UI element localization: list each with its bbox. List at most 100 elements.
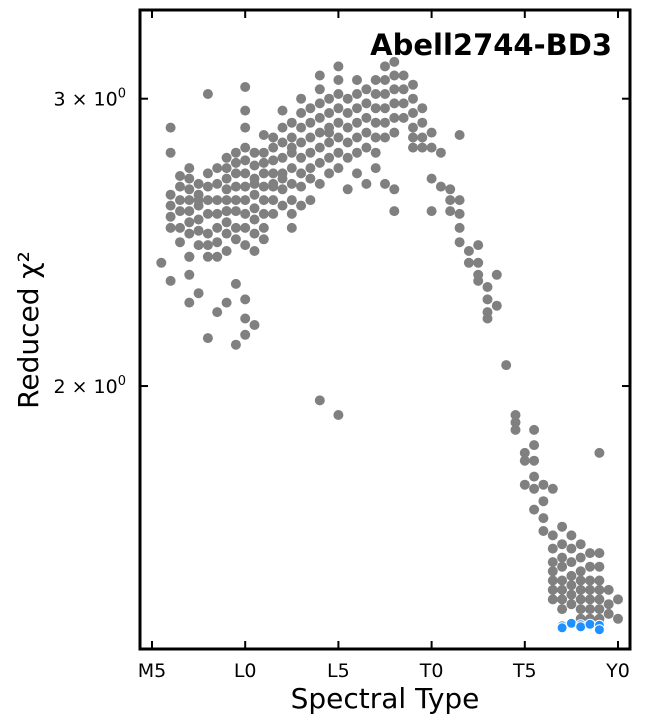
data-point-7 bbox=[165, 275, 176, 286]
data-point-232 bbox=[445, 184, 456, 195]
plot-frame bbox=[138, 8, 632, 651]
data-point-291 bbox=[575, 552, 586, 563]
data-point-116 bbox=[277, 137, 288, 148]
data-point-285 bbox=[566, 557, 577, 568]
data-point-161 bbox=[333, 132, 344, 143]
data-point-221 bbox=[417, 117, 428, 128]
data-point-287 bbox=[566, 580, 577, 591]
data-point-30 bbox=[193, 178, 204, 189]
data-point-260 bbox=[529, 471, 540, 482]
data-point-288 bbox=[566, 589, 577, 600]
data-point-10 bbox=[175, 206, 185, 217]
data-point-190 bbox=[370, 103, 381, 114]
data-point-263 bbox=[538, 479, 549, 490]
data-point-124 bbox=[286, 132, 297, 143]
data-point-86 bbox=[249, 214, 260, 225]
data-point-271 bbox=[547, 575, 558, 586]
y-tick-label-0: 2 × 100 bbox=[53, 374, 126, 398]
data-point-235 bbox=[454, 195, 465, 206]
data-point-296 bbox=[575, 604, 586, 615]
data-point-38 bbox=[202, 168, 213, 179]
data-point-98 bbox=[258, 181, 269, 192]
data-point-125 bbox=[286, 117, 297, 128]
data-point-83 bbox=[240, 313, 251, 324]
data-point-276 bbox=[557, 539, 568, 550]
data-point-131 bbox=[296, 137, 307, 148]
data-point-50 bbox=[221, 228, 232, 239]
data-point-213 bbox=[398, 70, 409, 81]
data-point-170 bbox=[342, 122, 353, 133]
data-point-301 bbox=[585, 584, 595, 595]
data-point-167 bbox=[333, 163, 344, 174]
data-point-143 bbox=[305, 173, 316, 184]
data-point-44 bbox=[212, 208, 223, 219]
data-point-220 bbox=[417, 132, 428, 143]
data-point-153 bbox=[324, 152, 335, 163]
data-point-183 bbox=[361, 112, 372, 123]
data-point-199 bbox=[380, 61, 390, 72]
data-point-144 bbox=[314, 157, 325, 168]
data-point-268 bbox=[547, 543, 558, 554]
data-point-20 bbox=[184, 173, 195, 184]
x-tick-label-0: M5 bbox=[138, 660, 166, 682]
data-point-69 bbox=[230, 278, 241, 289]
data-point-309 bbox=[594, 594, 605, 605]
data-point-248 bbox=[491, 269, 502, 280]
data-point-142 bbox=[305, 195, 316, 206]
data-point-179 bbox=[352, 75, 362, 85]
data-point-257 bbox=[529, 424, 540, 435]
data-point-55 bbox=[221, 173, 232, 184]
data-point-71 bbox=[240, 240, 251, 251]
data-point-283 bbox=[566, 530, 577, 541]
best-fit-point-5 bbox=[584, 618, 596, 630]
data-point-175 bbox=[352, 132, 362, 143]
data-point-99 bbox=[258, 168, 269, 179]
data-point-191 bbox=[370, 89, 381, 99]
data-point-219 bbox=[408, 142, 418, 153]
data-point-146 bbox=[314, 127, 325, 138]
data-point-140 bbox=[305, 117, 316, 128]
data-point-174 bbox=[342, 184, 353, 195]
best-fit-point-7 bbox=[593, 624, 605, 636]
data-point-75 bbox=[240, 181, 251, 192]
data-point-9 bbox=[175, 222, 185, 233]
data-point-87 bbox=[249, 203, 260, 214]
data-point-187 bbox=[361, 178, 372, 189]
data-point-108 bbox=[268, 155, 279, 166]
data-point-307 bbox=[594, 575, 605, 586]
data-point-209 bbox=[389, 206, 400, 217]
data-point-95 bbox=[258, 222, 269, 233]
data-point-150 bbox=[314, 70, 325, 81]
data-point-176 bbox=[352, 117, 362, 128]
data-point-300 bbox=[585, 575, 595, 586]
data-point-80 bbox=[240, 105, 251, 116]
data-point-315 bbox=[603, 599, 614, 610]
data-point-11 bbox=[175, 195, 185, 206]
data-point-22 bbox=[184, 269, 195, 280]
data-point-53 bbox=[221, 195, 232, 206]
data-point-160 bbox=[333, 147, 344, 158]
data-point-231 bbox=[445, 195, 456, 206]
data-point-253 bbox=[510, 424, 521, 435]
data-point-258 bbox=[529, 440, 540, 451]
data-point-182 bbox=[361, 127, 372, 138]
data-point-36 bbox=[202, 195, 213, 206]
data-point-250 bbox=[501, 360, 512, 371]
data-point-198 bbox=[380, 75, 390, 85]
data-point-23 bbox=[184, 297, 195, 308]
points-layer bbox=[156, 56, 623, 636]
data-point-135 bbox=[296, 181, 307, 192]
data-point-72 bbox=[240, 222, 251, 233]
data-point-282 bbox=[557, 604, 568, 615]
data-point-228 bbox=[435, 147, 446, 158]
data-point-91 bbox=[249, 147, 260, 158]
data-point-47 bbox=[212, 163, 223, 174]
data-point-265 bbox=[538, 513, 549, 524]
data-point-218 bbox=[408, 132, 418, 143]
data-point-54 bbox=[221, 184, 232, 195]
data-point-67 bbox=[230, 147, 241, 158]
data-point-118 bbox=[277, 105, 288, 116]
data-point-18 bbox=[184, 195, 195, 206]
data-point-202 bbox=[389, 112, 400, 123]
data-point-24 bbox=[184, 251, 195, 262]
